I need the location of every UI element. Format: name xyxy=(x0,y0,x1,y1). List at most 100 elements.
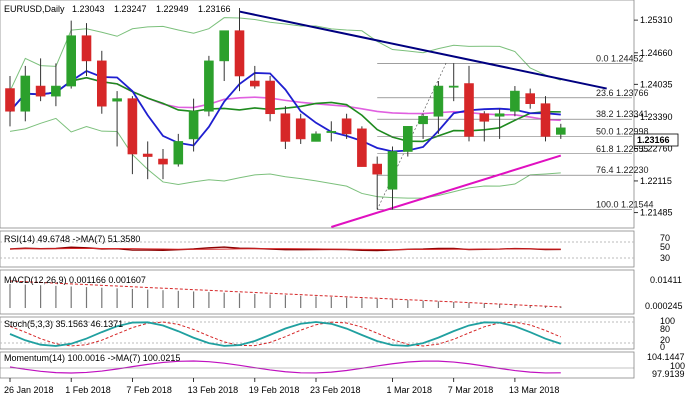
stoch-scale-20: 20 xyxy=(660,335,670,345)
macd-scale-bottom: 0.000245 xyxy=(645,301,683,311)
price-tick-label: 1.24035 xyxy=(640,79,673,89)
candle-bearish xyxy=(81,35,92,62)
fib-level-label: 61.8 1.22655 xyxy=(596,144,649,154)
current-price-box xyxy=(633,133,679,147)
macd-signal-line xyxy=(9,280,561,308)
date-tick-label: 7 Mar 2018 xyxy=(448,385,494,395)
candle-bullish xyxy=(387,151,398,190)
fib-level-label: 100.0 1.21544 xyxy=(596,200,654,210)
rsi-panel: RSI(14) 49.6748 ->MA(7) 51.3580 70 50 30 xyxy=(0,230,670,268)
bollinger-lower-band xyxy=(9,117,561,199)
macd-label: MACD(12,26,9) 0.001166 0.001607 xyxy=(4,275,146,285)
current-price-label: 1.23166 xyxy=(637,135,670,145)
candle-bullish xyxy=(448,85,459,88)
candle-bullish xyxy=(219,30,229,62)
momentum-scale-mid: 100 xyxy=(670,361,685,371)
candle-bearish xyxy=(540,103,551,137)
date-axis: 26 Jan 2018 1 Feb 2018 7 Feb 2018 13 Feb 20… xyxy=(4,378,559,395)
ohlc-open: 1.23043 xyxy=(72,4,105,14)
current-price-marker: 1.23166 xyxy=(633,133,679,147)
candle-bearish xyxy=(5,88,15,112)
trendlines xyxy=(239,10,607,228)
candle-bullish xyxy=(188,110,199,140)
candle-bearish xyxy=(127,98,138,155)
momentum-scale-top: 104.1447 xyxy=(647,352,685,362)
price-tick-label: 1.24660 xyxy=(640,48,673,58)
macd-histogram xyxy=(9,280,562,308)
rsi-scale-30: 30 xyxy=(660,253,670,263)
stoch-signal-line xyxy=(9,321,561,347)
candle-bearish xyxy=(280,113,291,142)
candle-bearish xyxy=(142,153,153,157)
date-tick-label: 1 Mar 2018 xyxy=(387,385,433,395)
ohlc-low: 1.22949 xyxy=(156,4,189,14)
ohlc-high: 1.23247 xyxy=(114,4,147,14)
candle-bearish xyxy=(525,93,536,104)
stoch-scale-80: 80 xyxy=(660,324,670,334)
date-tick-label: 13 Mar 2018 xyxy=(509,385,560,395)
date-tick-label: 1 Feb 2018 xyxy=(65,385,111,395)
rsi-lines xyxy=(9,246,561,252)
candle-bearish xyxy=(97,60,107,107)
price-tick-label: 1.25310 xyxy=(640,15,673,25)
macd-panel: MACD(12,26,9) 0.001166 0.001607 0.01411 … xyxy=(0,269,683,315)
momentum-scale-bottom: 97.9139 xyxy=(652,369,685,379)
fib-level-label: 50.0 1.22998 xyxy=(596,126,649,136)
momentum-line xyxy=(9,360,561,374)
fib-level-label: 0.0 1.24452 xyxy=(596,53,644,63)
candle-bullish xyxy=(433,85,444,117)
ohlc-close: 1.23166 xyxy=(198,4,231,14)
price-panel: 0.0 1.24452 23.6 1.23766 38.2 1.23341 50.0 … xyxy=(0,0,679,229)
candle-bearish xyxy=(250,80,260,87)
price-tick-label: 1.23390 xyxy=(640,112,673,122)
bollinger-upper-band xyxy=(9,17,561,92)
stoch-main-line xyxy=(9,321,562,347)
candle-bearish xyxy=(479,113,490,122)
rsi-ma-line xyxy=(9,247,561,251)
candle-bullish xyxy=(51,85,61,97)
fibonacci-retracement: 0.0 1.24452 23.6 1.23766 38.2 1.23341 50.0 … xyxy=(376,53,654,210)
candle-bearish xyxy=(234,30,245,77)
candle-bullish xyxy=(311,133,321,142)
price-tick-label: 1.22115 xyxy=(640,176,672,186)
price-axis: 1.25310 1.24660 1.24035 1.23390 1.22760 1.221… xyxy=(634,15,673,218)
stoch-panel: Stoch(5,3,3) 35.1563 46.1371 100 80 20 0 xyxy=(0,316,675,352)
price-tick-label: 1.21485 xyxy=(640,208,673,218)
rsi-scale-70: 70 xyxy=(660,233,670,243)
candle-bullish xyxy=(20,75,31,112)
candle-bearish xyxy=(265,80,275,115)
momentum-lines xyxy=(0,360,634,374)
date-tick-label: 26 Jan 2018 xyxy=(4,385,54,395)
fib-level-label: 23.6 1.23766 xyxy=(596,88,649,98)
candle-bearish xyxy=(372,163,383,175)
candlesticks xyxy=(5,8,566,210)
trendline xyxy=(239,10,607,90)
stoch-label: Stoch(5,3,3) 35.1563 46.1371 xyxy=(4,319,123,329)
candle-bearish xyxy=(158,158,168,165)
candle-bullish xyxy=(418,115,428,125)
date-tick-label: 13 Feb 2018 xyxy=(188,385,239,395)
candle-bullish xyxy=(112,98,122,102)
bollinger-bands xyxy=(9,17,561,199)
candle-bearish xyxy=(464,83,474,137)
candle-bullish xyxy=(173,141,184,165)
date-tick-label: 23 Feb 2018 xyxy=(310,385,361,395)
trendline xyxy=(331,154,562,228)
chart-title: EURUSD,Daily xyxy=(4,4,65,14)
candle-bullish xyxy=(326,131,337,133)
candle-bearish xyxy=(357,128,367,167)
date-tick-label: 19 Feb 2018 xyxy=(249,385,300,395)
date-tick-label: 7 Feb 2018 xyxy=(126,385,172,395)
candle-bullish xyxy=(402,126,413,152)
fib-level-label: 38.2 1.23341 xyxy=(596,109,649,119)
stoch-scale-100: 100 xyxy=(660,316,675,326)
stoch-scale-0: 0 xyxy=(660,342,665,352)
rsi-label: RSI(14) 49.6748 ->MA(7) 51.3580 xyxy=(4,234,140,244)
candle-bullish xyxy=(494,113,505,117)
candle-bullish xyxy=(204,60,214,112)
macd-panel-frame xyxy=(0,269,635,315)
momentum-label: Momentum(14) 100.0016 ->MA(7) 100.0215 xyxy=(4,353,180,363)
fib-level-label: 76.4 1.22230 xyxy=(596,165,649,175)
stochastic-lines xyxy=(9,321,562,347)
